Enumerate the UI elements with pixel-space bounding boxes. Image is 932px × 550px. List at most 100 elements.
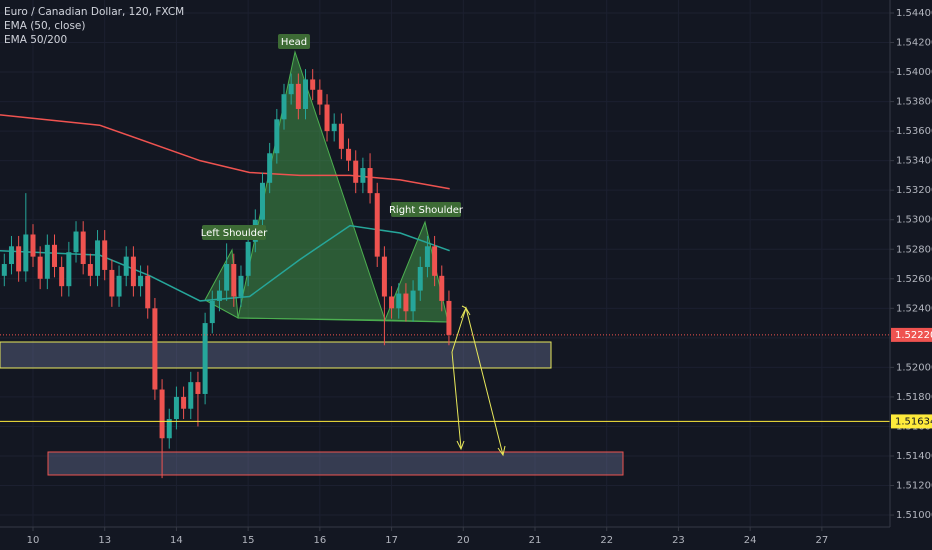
y-tick-label: 1.52800 xyxy=(896,244,932,255)
candle-body xyxy=(267,153,273,183)
candle-body xyxy=(338,123,344,149)
price-label-box xyxy=(891,414,932,429)
y-tick-label: 1.51400 xyxy=(896,451,932,462)
candle-body xyxy=(116,275,122,297)
candle-body xyxy=(216,290,222,301)
candle-body xyxy=(238,275,244,297)
price-label-box xyxy=(891,327,932,342)
candle-body xyxy=(353,160,359,183)
annotation-box xyxy=(202,225,266,240)
arrow-head xyxy=(460,307,467,319)
projection-arrow xyxy=(451,351,462,449)
x-tick-label: 15 xyxy=(242,535,255,546)
candle-body xyxy=(123,256,129,276)
price-label: 1.52220 xyxy=(895,330,932,341)
candle-body xyxy=(432,246,438,276)
candle-body xyxy=(159,389,165,439)
support-zone xyxy=(0,341,552,369)
candle-body xyxy=(44,244,50,279)
x-tick-label: 13 xyxy=(98,535,111,546)
candle-body xyxy=(295,83,301,109)
candle-body xyxy=(59,266,65,287)
candle-body xyxy=(231,264,237,297)
x-tick-label: 24 xyxy=(744,535,757,546)
candle-body xyxy=(324,104,330,132)
candle-body xyxy=(224,264,230,291)
y-tick-label: 1.52000 xyxy=(896,362,932,373)
candle-body xyxy=(389,296,395,309)
y-tick-label: 1.53000 xyxy=(896,215,932,226)
candle-body xyxy=(166,419,172,439)
candle-body xyxy=(288,83,294,95)
legend-entry: EMA (50, close) xyxy=(4,20,86,32)
annotation: Left Shoulder xyxy=(201,228,268,239)
candle-body xyxy=(102,240,108,270)
candle-body xyxy=(303,79,309,109)
x-tick-label: 10 xyxy=(27,535,40,546)
x-tick-label: 17 xyxy=(385,535,398,546)
y-tick-label: 1.54000 xyxy=(896,67,932,78)
candle-body xyxy=(310,79,316,90)
candle-body xyxy=(245,241,251,276)
x-tick-label: 16 xyxy=(313,535,326,546)
candle-body xyxy=(130,256,136,287)
candle-body xyxy=(367,168,373,194)
annotation-box xyxy=(278,34,310,49)
y-tick-label: 1.53400 xyxy=(896,156,932,167)
candle-body xyxy=(424,246,430,267)
price-label: 1.51634 xyxy=(895,416,932,427)
candle-body xyxy=(195,382,201,394)
y-tick-label: 1.51200 xyxy=(896,481,932,492)
candle-body xyxy=(381,256,387,297)
candle-body xyxy=(360,168,366,183)
plot xyxy=(0,69,890,479)
candle-body xyxy=(16,246,22,272)
x-tick-label: 20 xyxy=(457,535,470,546)
candle-body xyxy=(173,396,179,420)
legend-entry: EMA 50/200 xyxy=(4,34,67,46)
candle-body xyxy=(259,182,265,220)
candle-body xyxy=(109,269,115,297)
candle-body xyxy=(95,240,101,276)
annotation: Head xyxy=(281,37,307,48)
x-tick-label: 27 xyxy=(816,535,829,546)
candle-body xyxy=(417,266,423,291)
candle-body xyxy=(403,293,409,312)
y-tick-label: 1.54200 xyxy=(896,38,932,49)
candle-body xyxy=(145,275,151,309)
candle-body xyxy=(209,300,215,324)
candle-body xyxy=(274,119,280,154)
candle-body xyxy=(52,244,58,267)
candle-body xyxy=(1,264,7,276)
arrow-head xyxy=(456,440,465,451)
x-tick-label: 22 xyxy=(600,535,613,546)
candle-body xyxy=(374,193,380,257)
annotation-box xyxy=(391,202,461,217)
target-zone xyxy=(47,451,624,476)
x-tick-label: 14 xyxy=(170,535,183,546)
candle-body xyxy=(8,246,14,265)
y-tick-label: 1.52600 xyxy=(896,274,932,285)
y-tick-label: 1.53800 xyxy=(896,97,932,108)
annotation: Right Shoulder xyxy=(389,205,464,216)
candle-body xyxy=(181,396,187,409)
candle-body xyxy=(80,231,86,265)
candle-body xyxy=(87,264,93,276)
candle-body xyxy=(396,293,402,309)
y-tick-label: 1.52400 xyxy=(896,303,932,314)
y-tick-label: 1.53200 xyxy=(896,185,932,196)
candle-body xyxy=(188,382,194,409)
candle-body xyxy=(73,231,79,253)
candle-body xyxy=(202,323,208,394)
candle-body xyxy=(37,256,43,279)
candle-body xyxy=(66,252,72,287)
y-tick-label: 1.51800 xyxy=(896,392,932,403)
ema-line xyxy=(0,114,450,190)
candle-body xyxy=(30,234,36,257)
candle-body xyxy=(446,300,452,335)
candle-body xyxy=(439,275,445,301)
y-tick-label: 1.53600 xyxy=(896,126,932,137)
candle-body xyxy=(281,94,287,120)
candle-body xyxy=(317,89,323,105)
